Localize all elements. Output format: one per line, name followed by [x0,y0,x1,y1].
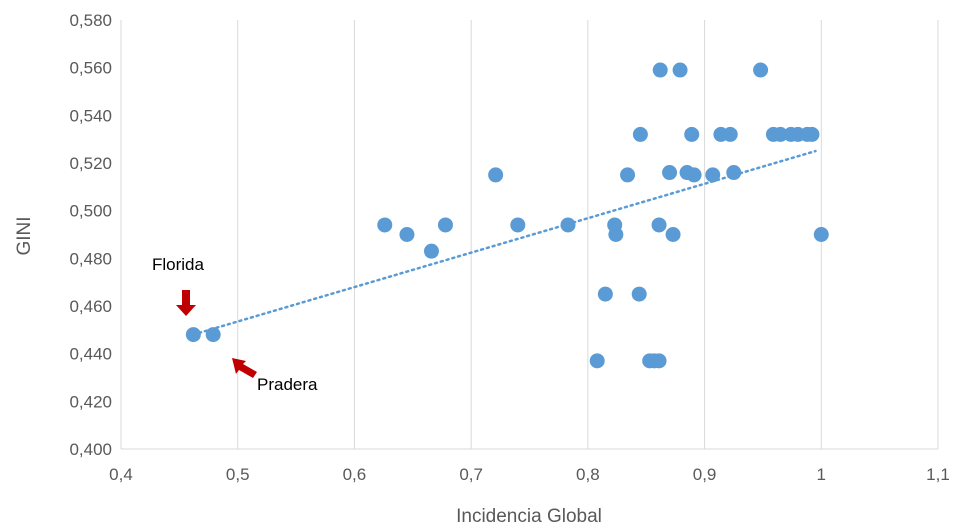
data-point [510,217,526,233]
y-tick-label: 0,560 [69,59,112,78]
y-tick-label: 0,460 [69,297,112,316]
data-point [597,286,613,302]
data-point [437,217,453,233]
ticks-layer: 0,4 0,5 0,6 0,7 0,8 0,9 1 1,1 0,400 0,420 0,440 0,4… [69,11,949,484]
annotations-layer: Florida Pradera [152,255,318,394]
data-point [632,126,648,142]
x-tick-label: 1,1 [926,465,950,484]
data-point [651,353,667,369]
pradera-arrow-icon [232,358,257,378]
y-tick-label: 0,400 [69,440,112,459]
data-point [205,327,221,343]
y-tick-label: 0,580 [69,11,112,30]
data-point [665,227,681,242]
data-point [488,167,504,183]
data-point [652,62,668,78]
data-point [185,327,201,343]
x-tick-label: 0,8 [576,465,600,484]
florida-arrow-icon [176,290,196,316]
x-tick-label: 0,4 [109,465,133,484]
data-point [662,165,678,181]
data-point [608,227,624,242]
y-axis-title: GINI [14,216,35,255]
florida-label: Florida [152,255,205,274]
data-point [399,227,415,242]
x-tick-label: 0,5 [226,465,250,484]
data-point [377,217,393,233]
pradera-label: Pradera [257,375,318,394]
x-tick-label: 0,6 [343,465,367,484]
data-point [686,167,702,183]
y-tick-label: 0,440 [69,345,112,364]
x-axis-title: Incidencia Global [456,506,602,527]
x-tick-label: 0,9 [693,465,717,484]
data-point [753,62,769,78]
data-point [772,126,788,142]
data-point [684,126,700,142]
y-tick-label: 0,520 [69,154,112,173]
y-tick-label: 0,500 [69,202,112,221]
data-point [705,167,721,183]
data-point [726,165,742,181]
data-point [423,243,439,259]
trendline-layer [192,149,817,336]
data-point [672,62,688,78]
data-point [620,167,636,183]
data-point [560,217,576,233]
data-point [589,353,605,369]
data-point [722,126,738,142]
points-layer [185,62,829,369]
grid-layer [120,20,939,450]
y-tick-label: 0,480 [69,249,112,268]
y-tick-label: 0,540 [69,106,112,125]
x-tick-label: 0,7 [459,465,483,484]
data-point [813,227,829,242]
data-point [804,126,820,142]
trendline [192,149,817,336]
data-point [631,286,647,302]
y-tick-label: 0,420 [69,392,112,411]
x-tick-label: 1 [817,465,826,484]
data-point [651,217,667,233]
